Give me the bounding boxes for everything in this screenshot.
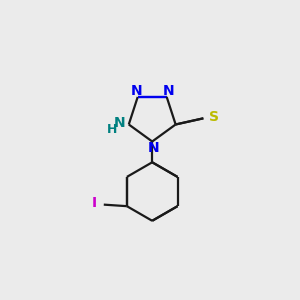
Text: N: N (148, 141, 160, 155)
Text: N: N (114, 116, 125, 130)
Text: N: N (130, 84, 142, 98)
Text: H: H (106, 123, 117, 136)
Text: N: N (162, 84, 174, 98)
Text: S: S (209, 110, 219, 124)
Text: I: I (92, 196, 97, 210)
